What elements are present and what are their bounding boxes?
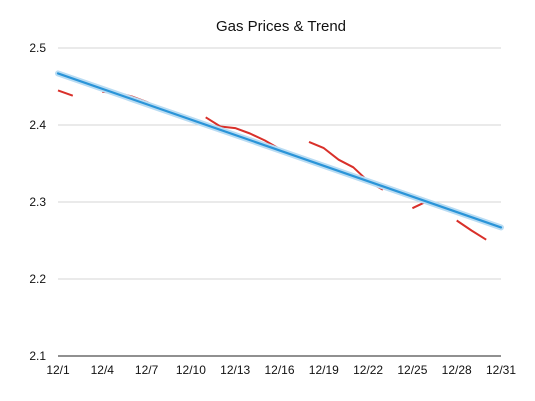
- y-tick-label: 2.2: [29, 272, 46, 286]
- series-layer: [55, 70, 504, 241]
- x-tick-label: 12/4: [91, 363, 115, 377]
- y-tick-label: 2.4: [29, 118, 46, 132]
- y-tick-label: 2.5: [29, 41, 46, 55]
- trend-line: [56, 72, 503, 229]
- x-tick-label: 12/13: [220, 363, 250, 377]
- x-tick-label: 12/28: [442, 363, 472, 377]
- x-tick-label: 12/1: [46, 363, 70, 377]
- price-line-segment: [57, 89, 74, 97]
- y-tick-label: 2.3: [29, 195, 46, 209]
- y-tick-label: 2.1: [29, 349, 46, 363]
- x-tick-label: 12/25: [397, 363, 427, 377]
- x-axis-tick-labels: 12/1 12/4 12/7 12/10 12/13 12/16 12/19 12/22 12/…: [46, 363, 516, 377]
- x-tick-label: 12/31: [486, 363, 516, 377]
- chart-title: Gas Prices & Trend: [216, 18, 346, 35]
- x-tick-label: 12/22: [353, 363, 383, 377]
- y-axis-tick-labels: 2.5 2.4 2.3 2.2 2.1: [29, 41, 46, 363]
- gridlines: [58, 47, 501, 357]
- x-tick-label: 12/19: [309, 363, 339, 377]
- x-tick-label: 12/16: [264, 363, 294, 377]
- x-tick-label: 12/7: [135, 363, 159, 377]
- x-tick-label: 12/10: [176, 363, 206, 377]
- price-line-segment: [456, 219, 487, 241]
